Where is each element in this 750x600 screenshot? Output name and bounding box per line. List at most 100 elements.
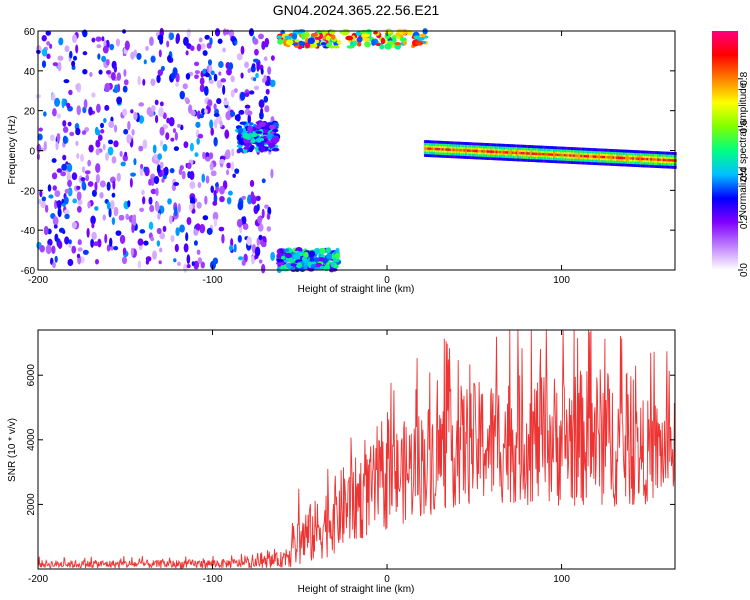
x-tick-label: 100 [553,275,570,286]
heatmap-cell [515,151,519,155]
heatmap-cell [102,45,109,54]
heatmap-cell [257,215,263,224]
y-tick-label: 40 [24,67,36,78]
heatmap-cell [232,173,236,178]
heatmap-cell [202,50,208,56]
heatmap-cell [230,89,235,98]
figure-title: GN04.2024.365.22.56.E21 [273,2,440,18]
heatmap-cell [256,203,260,212]
heatmap-cell [328,45,335,49]
heatmap-cell [585,155,589,158]
heatmap-cell [467,149,471,152]
heatmap-cell [213,136,218,147]
heatmap-cell [218,71,222,76]
heatmap-cell [319,265,325,270]
heatmap-cell [461,149,465,152]
colorbar-tick-label: 0.0 [739,263,750,277]
heatmap-cell [660,158,665,162]
heatmap-cell [592,155,596,158]
heatmap-cell [242,222,249,231]
heatmap-cell [138,115,145,124]
heatmap-cell [255,195,261,201]
heatmap-cell [52,261,56,269]
heatmap-cell [266,213,271,220]
heatmap-cell [449,148,453,151]
heatmap-cell [648,158,652,161]
heatmap-cell [77,247,83,252]
heatmap-cell [520,151,525,155]
heatmap-cell [563,154,568,157]
heatmap-cell [95,36,102,42]
heatmap-cell [267,66,272,75]
heatmap-cell [119,234,126,244]
heatmap-cell [454,148,458,152]
x-tick-label: -200 [28,275,48,286]
heatmap-cell [71,60,76,67]
heatmap-cell [346,45,355,49]
heatmap-cell [447,148,451,151]
heatmap-cell [371,39,376,46]
heatmap-cell [141,189,145,196]
heatmap-cell [240,72,244,79]
heatmap-cell [589,155,593,158]
heatmap-cell [285,252,292,259]
heatmap-cell [151,105,156,112]
heatmap-cell [204,108,208,115]
heatmap-cell [159,101,164,107]
heatmap-cell [169,167,175,174]
heatmap-cell [229,244,234,252]
heatmap-cell [662,158,666,162]
heatmap-cell [185,232,189,242]
heatmap-cell [169,32,175,40]
heatmap-cell [173,146,179,152]
heatmap-cell [184,97,190,103]
heatmap-cell [162,225,167,232]
heatmap-cell [43,225,49,236]
heatmap-cell [250,137,256,144]
heatmap-cell [623,156,627,160]
heatmap-cell [97,53,101,60]
heatmap-cell [218,185,225,195]
heatmap-cell [434,147,438,151]
heatmap-cell [213,73,218,82]
heatmap-cell [67,187,73,197]
heatmap-cell [630,157,634,160]
heatmap-cell [493,150,498,154]
heatmap-cell [54,255,58,263]
heatmap-cell [130,109,134,114]
heatmap-feature-noise [35,27,276,274]
heatmap-cell [260,107,264,115]
heatmap-cell [218,226,225,232]
heatmap-cell [43,140,47,151]
heatmap-cell [219,120,223,128]
heatmap-cell [62,154,67,161]
heatmap-cell [225,29,230,35]
heatmap-cell [123,69,127,77]
heatmap-cell [576,154,580,158]
heatmap-cell [130,247,134,257]
heatmap-cell [270,251,276,261]
heatmap-cell [248,147,254,153]
heatmap-cell [109,43,115,51]
heatmap-cell [285,39,294,46]
heatmap-cell [470,149,474,152]
heatmap-cell [80,177,86,182]
heatmap-cell [127,120,131,131]
heatmap-cell [51,93,56,101]
heatmap-cell [177,203,181,213]
heatmap-cell [226,162,232,169]
heatmap-cell [110,72,116,81]
heatmap-cell [46,41,51,46]
heatmap-cell [198,37,203,43]
x-tick-label: -100 [203,574,223,585]
heatmap-cell [590,155,595,158]
heatmap-cell [248,28,255,37]
colorbar-tick-label: 0.4 [739,167,750,181]
heatmap-cell [429,147,433,150]
heatmap-cell [258,259,263,264]
heatmap-cell [671,159,675,162]
heatmap-cell [37,133,43,141]
heatmap-cell [537,152,541,156]
heatmap-cell [158,260,162,265]
